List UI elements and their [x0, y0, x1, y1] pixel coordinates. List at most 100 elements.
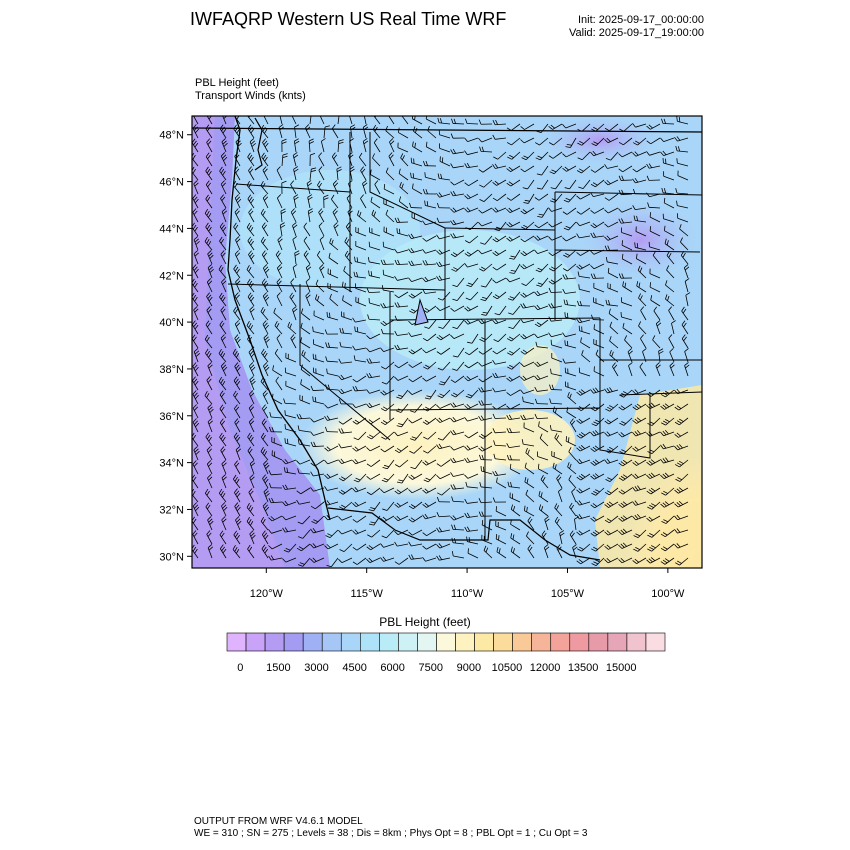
- wind-barb: [422, 235, 437, 242]
- wind-barb: [534, 235, 549, 241]
- wind-barb: [333, 222, 339, 237]
- wind-barb: [646, 431, 661, 437]
- lat-label: 32°N: [159, 504, 184, 516]
- wind-barb: [338, 374, 353, 381]
- wind-barb: [536, 277, 549, 287]
- wind-barb: [292, 222, 298, 237]
- wind-barb: [262, 474, 269, 489]
- wind-barb: [464, 193, 479, 200]
- wind-barb: [483, 545, 493, 559]
- wind-barb: [604, 501, 619, 508]
- lat-label: 38°N: [159, 364, 184, 376]
- wind-barb: [192, 334, 199, 349]
- wind-barb: [353, 473, 367, 483]
- wind-barb: [534, 249, 549, 255]
- wind-barb: [408, 541, 423, 547]
- wind-barb: [465, 389, 479, 399]
- wind-barb: [676, 158, 689, 167]
- wind-barb: [260, 516, 269, 531]
- wind-barb: [548, 151, 563, 159]
- wind-barb: [538, 490, 549, 503]
- wind-barb: [366, 333, 381, 340]
- colorbar-swatch: [512, 632, 532, 652]
- wind-barb: [248, 418, 255, 433]
- wind-barb: [354, 256, 367, 265]
- wind-barb: [300, 379, 311, 391]
- map-frame: [191, 115, 703, 569]
- wind-barb: [352, 403, 367, 408]
- wind-barb: [219, 222, 227, 237]
- wind-barb: [509, 249, 521, 260]
- wind-barb: [290, 278, 297, 293]
- wind-barb: [508, 319, 521, 329]
- wind-barb: [325, 426, 339, 433]
- wind-barb: [344, 237, 353, 251]
- wind-barb: [192, 278, 199, 293]
- pbl-area-north: [240, 170, 420, 290]
- wind-barb: [506, 443, 521, 449]
- wind-barb: [492, 387, 507, 393]
- wind-barb: [422, 417, 437, 425]
- wind-barb: [262, 404, 269, 419]
- wind-barb: [207, 544, 214, 559]
- wind-barb: [506, 375, 521, 382]
- wind-barb: [423, 431, 437, 440]
- wind-barb: [219, 292, 227, 307]
- wind-barb: [297, 515, 311, 525]
- wind-barb: [624, 335, 633, 349]
- wind-barb: [576, 487, 591, 494]
- wind-barb: [310, 557, 325, 563]
- wind-barb: [535, 151, 549, 161]
- wind-barb: [604, 137, 619, 144]
- wind-barb: [263, 460, 270, 475]
- wind-barb: [604, 529, 619, 536]
- wind-barb: [646, 557, 661, 564]
- wind-barb: [381, 285, 395, 293]
- wind-barb: [632, 177, 647, 184]
- wind-barb: [339, 543, 353, 552]
- wind-barb: [590, 232, 605, 238]
- wind-barb: [219, 390, 227, 405]
- wind-barb: [291, 116, 297, 125]
- wind-barb: [660, 557, 675, 565]
- wind-barb: [396, 473, 409, 484]
- pbl-area-montana: [540, 116, 660, 165]
- wind-barb: [523, 505, 535, 517]
- wind-barb: [562, 151, 577, 158]
- wind-barb: [663, 171, 675, 181]
- wind-barb: [206, 446, 213, 461]
- wind-barb: [383, 226, 395, 237]
- wind-barb: [675, 145, 689, 153]
- wind-barb: [478, 137, 493, 143]
- wind-barb: [638, 293, 647, 307]
- wind-barb: [338, 557, 353, 564]
- wind-barb: [661, 487, 675, 496]
- pbl-area-dakotas: [580, 200, 700, 280]
- wind-barb: [660, 472, 675, 480]
- wind-barb: [422, 189, 437, 195]
- wind-barb: [385, 167, 395, 181]
- state-lines: [227, 132, 702, 540]
- wind-barb: [464, 179, 479, 187]
- wind-barb: [367, 314, 381, 321]
- wind-barb: [352, 345, 367, 351]
- wind-barb: [605, 473, 619, 482]
- wind-barb: [535, 398, 549, 405]
- wind-barb: [548, 123, 563, 130]
- wind-barb: [451, 550, 465, 559]
- pbl-area-texas: [595, 385, 702, 568]
- wind-barb: [632, 122, 647, 128]
- wind-barb: [398, 196, 409, 209]
- wind-barb: [380, 328, 395, 335]
- wind-barb: [590, 192, 605, 198]
- wind-barb: [478, 511, 493, 517]
- wind-barb: [436, 555, 451, 561]
- wind-barb: [524, 462, 535, 475]
- wind-barb: [408, 375, 423, 383]
- wind-barb: [568, 475, 577, 489]
- wind-barb: [408, 247, 423, 254]
- wind-barb: [344, 250, 353, 265]
- wind-barb: [277, 236, 283, 251]
- wind-barb: [618, 273, 633, 279]
- wind-barb: [520, 249, 535, 257]
